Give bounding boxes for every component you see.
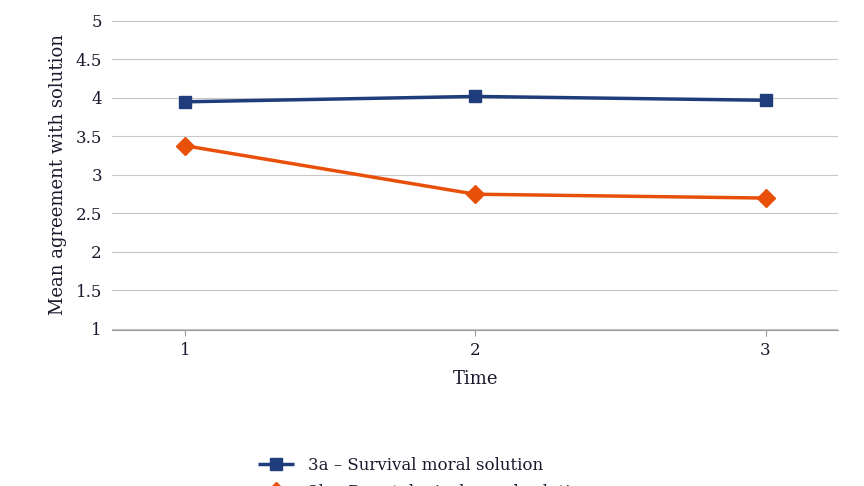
3b – Deontological moral solution <box>760 195 771 201</box>
Y-axis label: Mean agreement with solution: Mean agreement with solution <box>49 35 67 315</box>
3a – Survival moral solution <box>760 97 771 103</box>
Line: 3b – Deontological moral solution: 3b – Deontological moral solution <box>179 139 772 204</box>
3b – Deontological moral solution <box>470 191 480 197</box>
X-axis label: Time: Time <box>453 370 498 388</box>
Line: 3a – Survival moral solution: 3a – Survival moral solution <box>179 90 772 108</box>
3a – Survival moral solution <box>180 99 190 105</box>
3b – Deontological moral solution <box>180 143 190 149</box>
3a – Survival moral solution <box>470 93 480 99</box>
Legend: 3a – Survival moral solution, 3b – Deontological moral solution: 3a – Survival moral solution, 3b – Deont… <box>257 457 591 486</box>
